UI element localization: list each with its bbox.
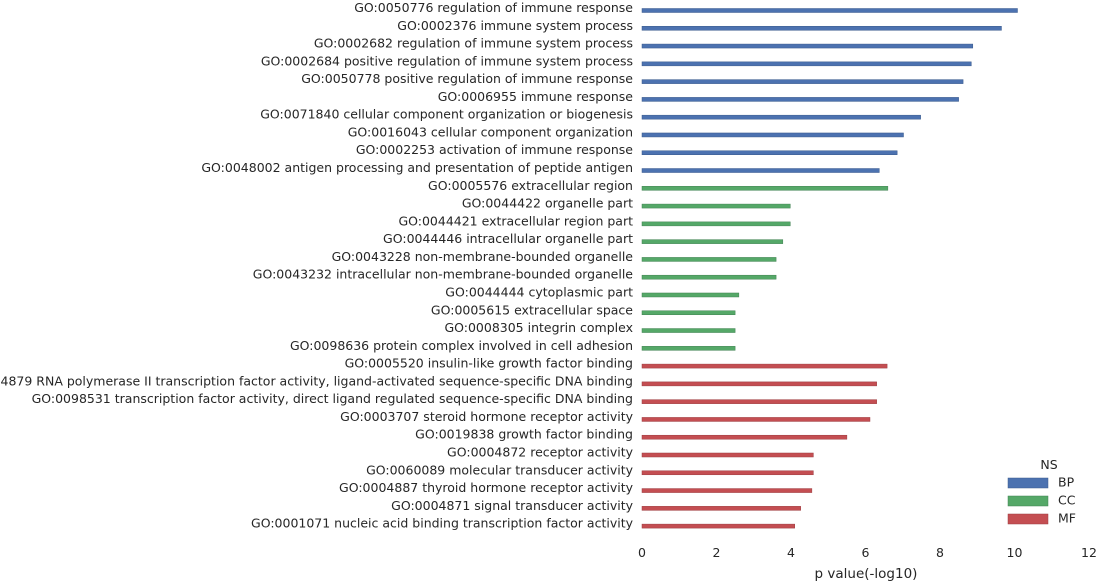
bar <box>641 114 921 120</box>
bar <box>641 274 777 280</box>
x-axis-title: p value(-log10) <box>815 566 918 582</box>
category-label: GO:0004879 RNA polymerase II transcripti… <box>0 373 633 388</box>
bar <box>641 257 777 262</box>
bar <box>641 97 959 102</box>
legend-entry-label: CC <box>1058 493 1076 508</box>
legend-entry-label: MF <box>1058 511 1076 526</box>
category-label: GO:0004871 signal transducer activity <box>391 498 633 513</box>
legend-swatch <box>1007 495 1049 507</box>
x-tick-label: 6 <box>862 545 870 560</box>
category-label: GO:0071840 cellular component organizati… <box>260 107 633 122</box>
bar <box>641 239 784 244</box>
category-label: GO:0005615 extracellular space <box>431 302 633 317</box>
bar <box>641 523 795 529</box>
category-label: GO:0048002 antigen processing and presen… <box>201 160 633 175</box>
x-tick-label: 0 <box>638 545 646 560</box>
bar <box>641 434 848 440</box>
bar <box>641 399 877 404</box>
category-label: GO:0019838 growth factor binding <box>415 427 633 442</box>
bar <box>641 186 889 191</box>
bar <box>641 328 736 333</box>
x-tick-label: 2 <box>713 545 721 560</box>
category-label: GO:0098636 protein complex involved in c… <box>290 338 633 353</box>
category-label: GO:0003707 steroid hormone receptor acti… <box>340 409 633 424</box>
legend: NS BP CC MF <box>1007 457 1076 526</box>
category-label: GO:0043232 intracellular non-membrane-bo… <box>253 267 634 282</box>
bar <box>641 43 974 49</box>
category-label: GO:0002682 regulation of immune system p… <box>314 36 633 51</box>
bar <box>641 132 904 138</box>
bar <box>641 26 1002 31</box>
bar <box>641 221 791 227</box>
bar <box>641 79 964 84</box>
x-tick-label: 8 <box>936 545 944 560</box>
bar <box>641 150 898 155</box>
legend-swatch <box>1007 513 1049 525</box>
category-label: GO:0002684 positive regulation of immune… <box>261 53 633 68</box>
bar <box>641 168 880 173</box>
category-label: GO:0008305 integrin complex <box>444 320 633 335</box>
bar <box>641 470 814 476</box>
category-label: GO:0050776 regulation of immune response <box>354 0 633 15</box>
category-label: GO:0016043 cellular component organizati… <box>348 124 633 139</box>
x-axis-ticks: 0 2 4 6 8 10 12 <box>638 545 1097 560</box>
category-label: GO:0098531 transcription factor activity… <box>32 391 633 406</box>
bar <box>641 381 877 387</box>
category-label: GO:0002376 immune system process <box>397 18 633 33</box>
category-label: GO:0006955 immune response <box>438 89 634 104</box>
category-label: GO:0044446 intracellular organelle part <box>383 231 633 246</box>
bar <box>641 346 736 351</box>
bar <box>641 363 888 369</box>
bar <box>641 488 813 493</box>
category-label: GO:0004872 receptor activity <box>447 445 634 460</box>
x-tick-label: 10 <box>1007 545 1023 560</box>
bar <box>641 292 740 298</box>
x-tick-label: 12 <box>1081 545 1097 560</box>
legend-entry-label: BP <box>1058 475 1075 490</box>
legend-title: NS <box>1040 457 1057 472</box>
category-label: GO:0043228 non-membrane-bounded organell… <box>332 249 634 264</box>
bar <box>641 61 972 67</box>
bar <box>641 203 791 209</box>
category-labels: GO:0050776 regulation of immune response… <box>0 0 634 531</box>
category-label: GO:0001071 nucleic acid binding transcri… <box>251 516 634 531</box>
category-label: GO:0044421 extracellular region part <box>398 213 633 228</box>
category-label: GO:0044422 organelle part <box>462 196 633 211</box>
category-label: GO:0005520 insulin-like growth factor bi… <box>345 356 633 371</box>
category-label: GO:0044444 cytoplasmic part <box>445 284 633 299</box>
bar <box>641 310 736 316</box>
category-label: GO:0060089 molecular transducer activity <box>366 462 634 477</box>
bar <box>641 506 801 511</box>
legend-swatch <box>1007 477 1049 489</box>
bar <box>641 417 871 422</box>
category-label: GO:0002253 activation of immune response <box>356 142 633 157</box>
category-label: GO:0050778 positive regulation of immune… <box>301 71 633 86</box>
x-tick-label: 4 <box>787 545 795 560</box>
category-label: GO:0005576 extracellular region <box>428 178 633 193</box>
bar <box>641 8 1018 13</box>
category-label: GO:0004887 thyroid hormone receptor acti… <box>339 480 634 495</box>
bars-layer <box>641 8 1018 529</box>
bar <box>641 452 814 458</box>
